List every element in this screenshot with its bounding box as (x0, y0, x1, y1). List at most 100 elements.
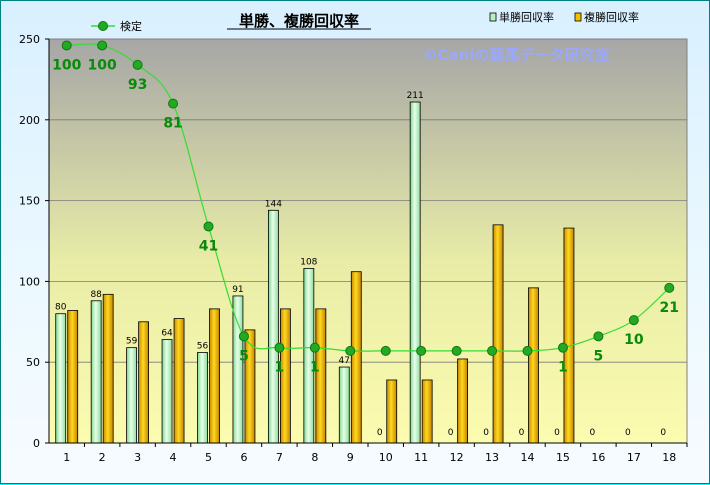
point-kentei (522, 345, 533, 356)
data-label-kentei: 100 (52, 57, 81, 73)
data-label-kentei: 100 (88, 57, 117, 73)
bar-fukusho (209, 308, 220, 444)
data-label-tansho: 0 (448, 428, 454, 438)
legend-label-kentei: 検定 (120, 19, 142, 33)
y-tick-label: 0 (33, 437, 40, 450)
legend-label-tansho: 単勝回収率 (499, 10, 554, 24)
bar-fukusho (315, 308, 327, 444)
x-tick-label: 14 (521, 451, 535, 464)
x-tick-label: 3 (134, 451, 141, 464)
data-label-kentei: 1 (310, 360, 320, 376)
x-tick-label: 15 (556, 451, 570, 464)
data-label-kentei: 21 (660, 300, 679, 316)
bar-tansho (409, 101, 421, 444)
plot-area (48, 38, 688, 444)
x-tick-label: 2 (99, 451, 106, 464)
y-tick-label: 100 (19, 275, 40, 288)
data-label-kentei: 41 (199, 238, 218, 254)
x-tick-label: 10 (379, 451, 393, 464)
point-kentei (168, 98, 179, 109)
data-label-kentei: 1 (558, 360, 568, 376)
data-label-kentei: 81 (163, 116, 182, 132)
legend-label-fukusho: 複勝回収率 (584, 10, 639, 24)
point-kentei (557, 342, 568, 353)
x-tick-label: 8 (311, 451, 318, 464)
bar-tansho (55, 313, 67, 444)
point-kentei (203, 221, 214, 232)
bar-tansho (161, 339, 173, 444)
x-tick-label: 18 (662, 451, 676, 464)
chart-title: 単勝、複勝回収率 (239, 12, 359, 30)
bar-fukusho (386, 379, 398, 444)
legend-marker-kentei (98, 21, 108, 31)
x-tick-label: 12 (450, 451, 464, 464)
bar-tansho (90, 300, 102, 444)
bar-tansho (126, 347, 138, 444)
x-tick-label: 9 (347, 451, 354, 464)
data-label-tansho: 0 (554, 428, 560, 438)
data-label-tansho: 108 (300, 257, 317, 267)
x-tick-label: 5 (205, 451, 212, 464)
bar-fukusho (67, 310, 79, 444)
bar-tansho (303, 268, 315, 444)
bar-fukusho (492, 224, 504, 444)
data-label-tansho: 211 (407, 91, 424, 101)
legend: 検定 単勝回収率 複勝回収率 (91, 10, 639, 33)
point-kentei (274, 342, 285, 353)
data-label-kentei: 5 (594, 348, 604, 364)
point-kentei (238, 331, 249, 342)
x-tick-label: 7 (276, 451, 283, 464)
x-tick-label: 11 (414, 451, 428, 464)
data-label-kentei: 10 (624, 332, 644, 348)
bar-fukusho (528, 287, 539, 444)
bar-tansho (338, 366, 350, 444)
bar-fukusho (138, 321, 150, 444)
bar-tansho (197, 352, 208, 444)
data-label-kentei: 1 (275, 360, 285, 376)
y-tick-label: 50 (26, 356, 40, 369)
bar-fukusho (421, 379, 433, 444)
point-kentei (132, 59, 143, 70)
x-tick-label: 13 (485, 451, 499, 464)
point-kentei (593, 331, 604, 342)
data-label-tansho: 91 (232, 285, 243, 295)
data-label-tansho: 47 (339, 356, 350, 366)
data-label-tansho: 0 (625, 428, 631, 438)
point-kentei (97, 40, 108, 51)
data-label-tansho: 59 (126, 337, 138, 347)
point-kentei (309, 342, 320, 353)
point-kentei (664, 282, 675, 293)
bar-tansho (232, 295, 244, 444)
y-tick-label: 150 (19, 195, 40, 208)
x-tick-label: 17 (627, 451, 641, 464)
point-kentei (380, 345, 391, 356)
y-tick-label: 200 (19, 114, 40, 127)
point-kentei (628, 315, 639, 326)
x-tick-label: 16 (591, 451, 605, 464)
legend-swatch-fukusho (574, 12, 582, 22)
bar-fukusho (563, 227, 575, 444)
bar-fukusho (102, 293, 114, 444)
data-label-tansho: 0 (519, 428, 525, 438)
bar-tansho (267, 209, 279, 444)
data-label-kentei: 93 (128, 77, 147, 93)
bar-fukusho (173, 318, 185, 444)
bar-fukusho (457, 358, 469, 444)
data-label-tansho: 0 (660, 428, 666, 438)
data-label-tansho: 56 (197, 342, 209, 352)
data-label-tansho: 144 (265, 199, 282, 209)
point-kentei (416, 345, 427, 356)
point-kentei (61, 40, 72, 51)
watermark-text: ©Caniの競馬データ研究室 (423, 46, 610, 64)
data-label-tansho: 0 (590, 428, 596, 438)
legend-swatch-tansho (489, 12, 497, 22)
data-label-tansho: 80 (55, 303, 67, 313)
data-label-tansho: 64 (161, 329, 173, 339)
data-label-kentei: 5 (239, 348, 249, 364)
point-kentei (487, 345, 498, 356)
x-tick-label: 1 (63, 451, 70, 464)
data-label-tansho: 0 (483, 428, 489, 438)
point-kentei (451, 345, 462, 356)
